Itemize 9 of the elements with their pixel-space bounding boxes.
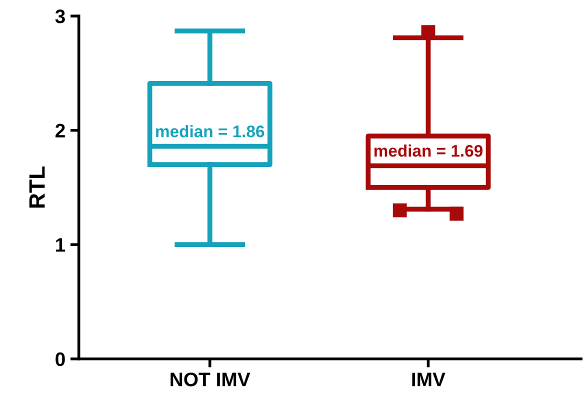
y-tick-label: 2 <box>56 124 65 138</box>
y-tick-label: 3 <box>55 10 65 24</box>
x-tick-label: IMV <box>412 372 446 386</box>
annotation: median = 1.69 <box>374 144 482 157</box>
x-tick-label: NOT IMV <box>170 372 250 386</box>
y-tick-label: 0 <box>56 352 65 366</box>
y-axis-title: RTL <box>29 166 45 208</box>
y-tick-label: 1 <box>56 238 66 252</box>
annotation: median = 1.86 <box>156 125 264 138</box>
